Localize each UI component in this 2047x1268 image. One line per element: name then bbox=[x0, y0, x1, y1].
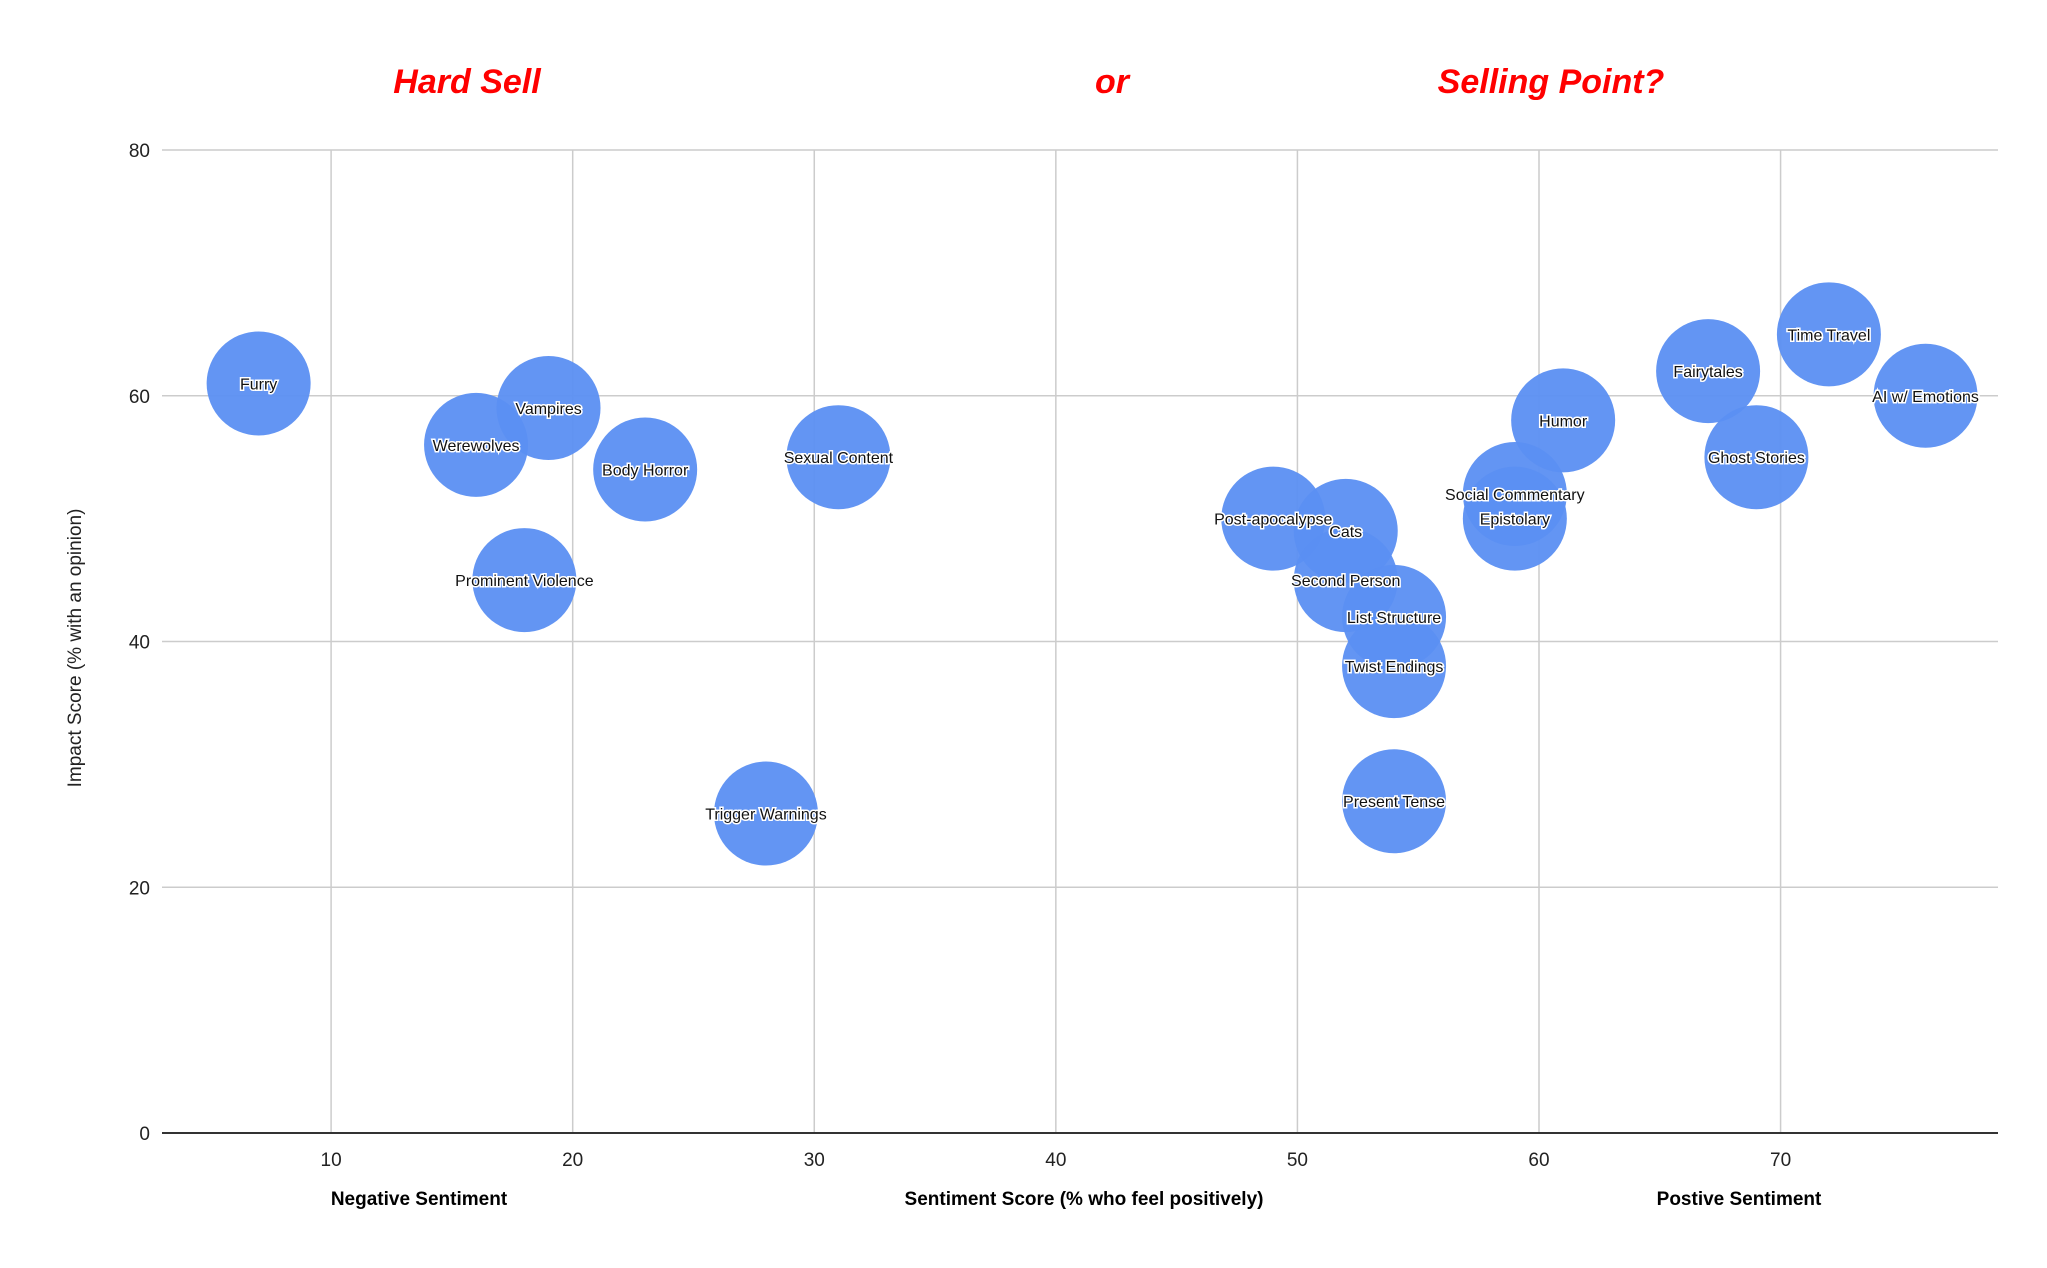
bubble-label: Body Horror bbox=[602, 462, 689, 479]
bubble bbox=[713, 761, 818, 866]
x-tick-labels: 10 20 30 40 50 60 70 bbox=[321, 1150, 1792, 1171]
bubble bbox=[472, 528, 577, 633]
bubble-label: Prominent Violence bbox=[455, 573, 594, 590]
bubble-label: Furry bbox=[240, 376, 277, 393]
x-axis-label-positive: Postive Sentiment bbox=[1657, 1189, 1822, 1210]
bubble-label: Twist Endings bbox=[1345, 659, 1444, 676]
headline-hard-sell: Hard Sell bbox=[393, 63, 542, 101]
headline-selling-point: Selling Point? bbox=[1438, 63, 1665, 101]
bubble-label: Ghost Stories bbox=[1708, 450, 1805, 467]
bubble-label: Vampires bbox=[515, 401, 581, 418]
bubble-label: AI w/ Emotions bbox=[1872, 389, 1979, 406]
bubble-label: Fairytales bbox=[1673, 364, 1742, 381]
y-tick-label: 20 bbox=[129, 878, 150, 899]
bubble bbox=[1511, 368, 1616, 473]
bubble-label: Cats bbox=[1329, 524, 1362, 541]
x-tick-label: 70 bbox=[1770, 1150, 1791, 1171]
bubble-label: Trigger Warnings bbox=[705, 807, 827, 824]
bubble-label: Post-apocalypse bbox=[1214, 512, 1332, 529]
x-tick-label: 30 bbox=[804, 1150, 825, 1171]
bubble bbox=[1656, 319, 1761, 424]
y-axis-label: Impact Score (% with an opinion) bbox=[65, 509, 86, 788]
bubble bbox=[1704, 405, 1809, 510]
bubble-label: Second Person bbox=[1291, 573, 1400, 590]
bubble bbox=[1462, 466, 1567, 571]
x-tick-label: 50 bbox=[1287, 1150, 1308, 1171]
bubble bbox=[786, 405, 891, 510]
bubble-label: Werewolves bbox=[433, 438, 520, 455]
bubble bbox=[206, 331, 311, 436]
x-axis-label: Sentiment Score (% who feel positively) bbox=[905, 1189, 1264, 1210]
y-tick-label: 40 bbox=[129, 633, 150, 654]
bubbles bbox=[206, 282, 1978, 866]
x-tick-label: 20 bbox=[562, 1150, 583, 1171]
bubble-label: List Structure bbox=[1347, 610, 1441, 627]
y-tick-labels: 0 20 40 60 80 bbox=[129, 141, 150, 1145]
bubble-label: Epistolary bbox=[1480, 512, 1550, 529]
bubble-label: Present Tense bbox=[1343, 794, 1445, 811]
bubble bbox=[1342, 749, 1447, 854]
x-axis-label-negative: Negative Sentiment bbox=[331, 1189, 508, 1210]
bubble bbox=[593, 417, 698, 522]
bubble bbox=[1342, 614, 1447, 719]
bubble bbox=[1776, 282, 1881, 387]
bubble-labels: Furry Werewolves Vampires Body Horror Promin… bbox=[238, 326, 1980, 825]
bubble-label: Time Travel bbox=[1787, 327, 1870, 344]
bubble-label: Humor bbox=[1539, 413, 1588, 430]
y-tick-label: 80 bbox=[129, 141, 150, 162]
x-tick-label: 40 bbox=[1045, 1150, 1066, 1171]
x-tick-label: 60 bbox=[1528, 1150, 1549, 1171]
y-tick-label: 0 bbox=[139, 1124, 150, 1145]
bubble-label: Social Commentary bbox=[1445, 487, 1585, 504]
x-tick-label: 10 bbox=[321, 1150, 342, 1171]
bubble bbox=[1873, 343, 1978, 448]
headline-or: or bbox=[1095, 63, 1131, 101]
bubble-label: Sexual Content bbox=[784, 450, 894, 467]
bubble bbox=[496, 356, 601, 461]
grid-lines bbox=[162, 149, 1998, 1133]
y-tick-label: 60 bbox=[129, 387, 150, 408]
